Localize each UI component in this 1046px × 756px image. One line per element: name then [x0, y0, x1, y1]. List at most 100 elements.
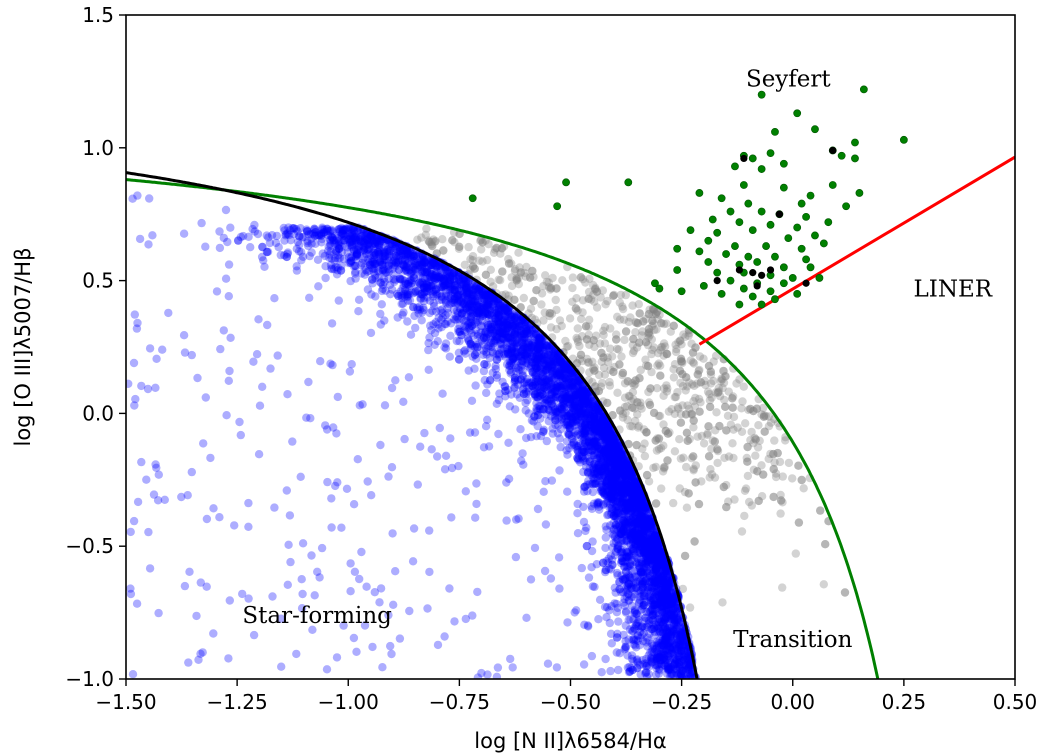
galaxy-point	[519, 293, 528, 303]
galaxy-point	[651, 462, 660, 472]
galaxy-point	[628, 388, 638, 397]
galaxy-point	[640, 439, 649, 448]
galaxy-point	[771, 469, 781, 478]
galaxy-point	[821, 540, 830, 549]
galaxy-point	[682, 428, 692, 437]
galaxy-point	[691, 478, 700, 487]
galaxy-point	[656, 346, 665, 355]
galaxy-point	[464, 242, 473, 252]
galaxy-point	[664, 407, 674, 416]
galaxy-point	[318, 249, 327, 258]
galaxy-point	[644, 329, 653, 339]
galaxy-point	[642, 361, 651, 370]
galaxy-point	[778, 583, 787, 592]
galaxy-point	[651, 499, 661, 508]
galaxy-point	[738, 397, 747, 406]
galaxy-point	[366, 328, 376, 338]
galaxy-point	[616, 406, 625, 415]
galaxy-point	[759, 412, 769, 421]
galaxy-point	[674, 337, 683, 347]
galaxy-point	[585, 340, 594, 349]
galaxy-point	[539, 281, 548, 291]
galaxy-point	[656, 361, 665, 370]
galaxy-point	[578, 275, 588, 284]
galaxy-point	[671, 347, 681, 357]
galaxy-point	[737, 404, 746, 413]
galaxy-point	[754, 496, 763, 506]
galaxy-point	[618, 302, 627, 311]
galaxy-point	[645, 305, 654, 314]
galaxy-point	[669, 321, 678, 330]
galaxy-point	[590, 366, 599, 375]
galaxy-point	[598, 378, 607, 388]
galaxy-point	[639, 317, 648, 326]
galaxy-point	[588, 378, 597, 387]
galaxy-point	[680, 551, 690, 561]
galaxy-point	[623, 377, 632, 386]
galaxy-point	[504, 259, 514, 268]
galaxy-point	[377, 300, 386, 309]
galaxy-point	[642, 470, 652, 480]
galaxy-point	[628, 301, 637, 310]
galaxy-point	[438, 313, 447, 322]
galaxy-point	[490, 245, 500, 254]
galaxy-point	[651, 499, 661, 508]
galaxy-point	[568, 273, 578, 282]
galaxy-point	[246, 243, 255, 252]
galaxy-point	[599, 353, 608, 362]
galaxy-point	[706, 370, 716, 379]
galaxy-point	[705, 402, 715, 412]
galaxy-point	[720, 453, 729, 463]
galaxy-point	[696, 378, 706, 387]
galaxy-point	[773, 448, 782, 458]
galaxy-point	[526, 304, 536, 313]
galaxy-point	[516, 268, 525, 277]
galaxy-point	[499, 242, 509, 251]
galaxy-point	[676, 336, 685, 345]
galaxy-point	[676, 418, 686, 427]
galaxy-point	[635, 338, 644, 347]
galaxy-point	[635, 338, 644, 347]
galaxy-point	[590, 366, 599, 375]
galaxy-point	[750, 433, 759, 443]
galaxy-point	[592, 287, 602, 296]
galaxy-point	[623, 415, 632, 425]
galaxy-point	[590, 363, 599, 372]
galaxy-point	[670, 393, 679, 402]
galaxy-point	[745, 497, 754, 507]
galaxy-point	[704, 452, 714, 461]
galaxy-point	[735, 375, 744, 384]
galaxy-point	[644, 387, 653, 397]
galaxy-point	[729, 412, 739, 422]
galaxy-point	[512, 276, 521, 285]
galaxy-point	[819, 580, 828, 589]
galaxy-point	[439, 246, 448, 255]
galaxy-point	[597, 348, 606, 358]
galaxy-point	[494, 275, 503, 284]
galaxy-point	[662, 381, 671, 390]
galaxy-point	[781, 436, 790, 445]
galaxy-point	[730, 495, 739, 504]
galaxy-point	[612, 344, 622, 354]
galaxy-point	[840, 588, 850, 597]
galaxy-point	[769, 492, 778, 502]
galaxy-point	[684, 489, 693, 498]
galaxy-point	[648, 316, 657, 326]
galaxy-point	[816, 506, 825, 515]
galaxy-point	[753, 467, 762, 476]
galaxy-point	[693, 432, 702, 441]
galaxy-point	[659, 339, 669, 348]
galaxy-point	[617, 352, 626, 361]
galaxy-point	[545, 309, 554, 318]
galaxy-point	[634, 421, 643, 431]
galaxy-point	[431, 236, 440, 246]
galaxy-point	[759, 412, 769, 421]
galaxy-point	[656, 444, 666, 453]
galaxy-point	[647, 367, 656, 377]
galaxy-point	[799, 484, 808, 493]
galaxy-point	[643, 361, 653, 371]
galaxy-point	[609, 367, 618, 377]
galaxy-point	[425, 333, 434, 342]
galaxy-point	[598, 286, 607, 295]
galaxy-point	[631, 317, 640, 327]
